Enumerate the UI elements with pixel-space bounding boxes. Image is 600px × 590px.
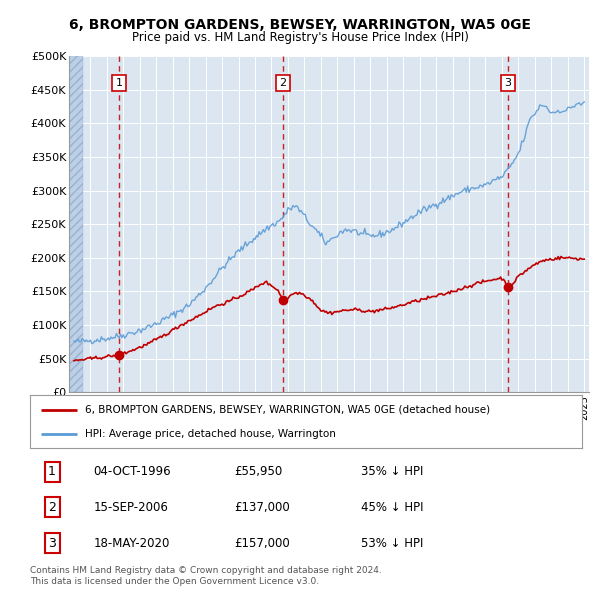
Text: Contains HM Land Registry data © Crown copyright and database right 2024.
This d: Contains HM Land Registry data © Crown c…: [30, 566, 382, 586]
Text: £55,950: £55,950: [234, 465, 283, 478]
Text: 3: 3: [48, 537, 56, 550]
Text: 1: 1: [116, 78, 123, 88]
Text: 2: 2: [48, 501, 56, 514]
Text: 1: 1: [48, 465, 56, 478]
Text: 18-MAY-2020: 18-MAY-2020: [94, 537, 170, 550]
Text: 15-SEP-2006: 15-SEP-2006: [94, 501, 169, 514]
Text: £137,000: £137,000: [234, 501, 290, 514]
Text: HPI: Average price, detached house, Warrington: HPI: Average price, detached house, Warr…: [85, 429, 336, 439]
Text: 6, BROMPTON GARDENS, BEWSEY, WARRINGTON, WA5 0GE (detached house): 6, BROMPTON GARDENS, BEWSEY, WARRINGTON,…: [85, 405, 490, 415]
Text: 45% ↓ HPI: 45% ↓ HPI: [361, 501, 424, 514]
Text: 35% ↓ HPI: 35% ↓ HPI: [361, 465, 424, 478]
Bar: [69, 56, 83, 392]
Text: 6, BROMPTON GARDENS, BEWSEY, WARRINGTON, WA5 0GE: 6, BROMPTON GARDENS, BEWSEY, WARRINGTON,…: [69, 18, 531, 32]
Text: 2: 2: [280, 78, 287, 88]
Text: £157,000: £157,000: [234, 537, 290, 550]
Text: Price paid vs. HM Land Registry's House Price Index (HPI): Price paid vs. HM Land Registry's House …: [131, 31, 469, 44]
Text: 53% ↓ HPI: 53% ↓ HPI: [361, 537, 424, 550]
Text: 3: 3: [505, 78, 512, 88]
Text: 04-OCT-1996: 04-OCT-1996: [94, 465, 171, 478]
